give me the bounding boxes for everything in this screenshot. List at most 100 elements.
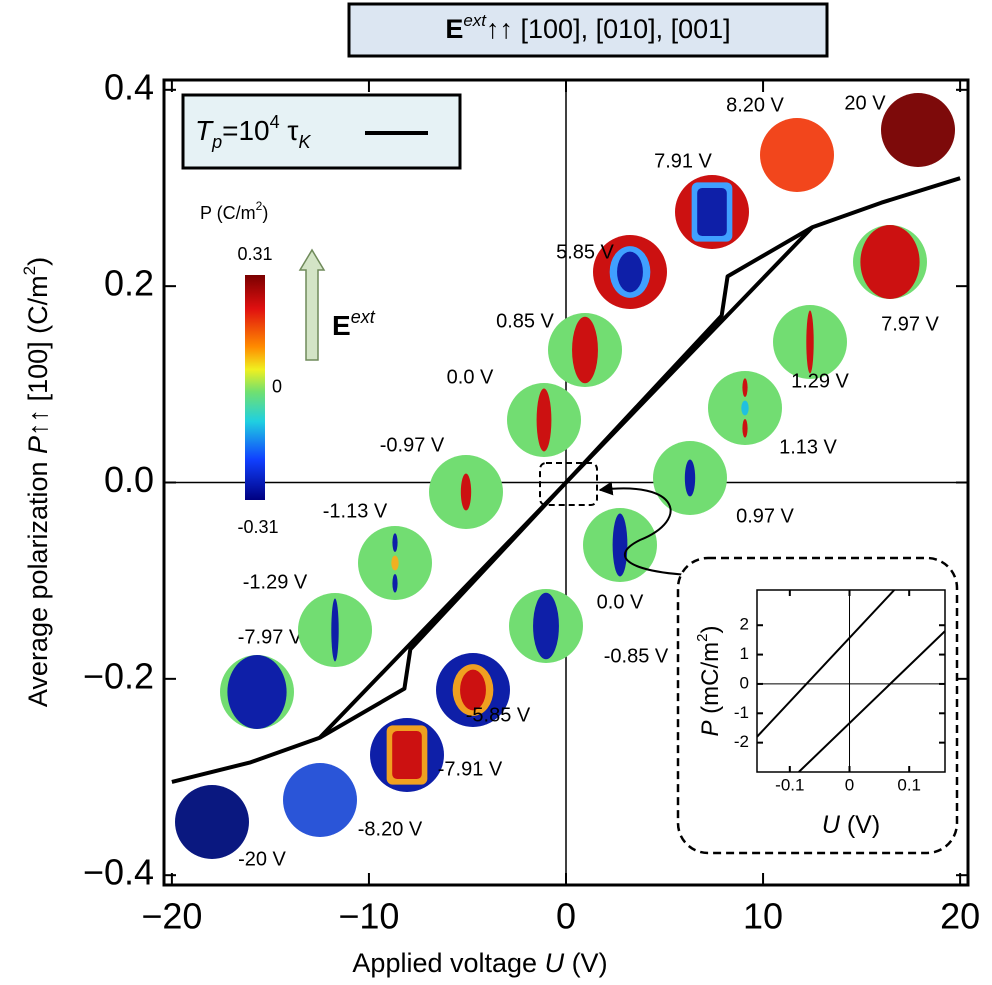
domain-core xyxy=(572,316,598,384)
domain-core xyxy=(392,730,422,780)
y-tick-label: 1 xyxy=(740,644,749,663)
legend-t: T xyxy=(195,115,214,146)
field-label: Eext xyxy=(332,307,376,342)
x-axis-label: Applied voltage U (V) xyxy=(352,948,607,978)
domain-snapshot xyxy=(881,93,955,167)
y-tick-label: 0 xyxy=(740,673,749,692)
domain-snapshot xyxy=(175,785,249,859)
y-tick-label: 0.4 xyxy=(104,66,154,107)
y-label-var: P xyxy=(23,436,53,454)
domain-core xyxy=(612,513,628,577)
domain-snapshot xyxy=(298,593,372,667)
data-line xyxy=(757,590,896,738)
domain-snapshot xyxy=(509,589,583,663)
domain-snapshot xyxy=(583,508,657,582)
domain-core xyxy=(806,310,814,374)
legend-sub: p xyxy=(211,132,222,152)
chart-title: Eext↑↑ [100], [010], [001] xyxy=(445,11,730,44)
field-sup: ext xyxy=(351,307,376,327)
x-tick-label: −20 xyxy=(141,896,202,937)
domain-snapshot xyxy=(220,655,294,729)
legend-eq: =10 xyxy=(222,115,270,146)
x-tick-label: −10 xyxy=(338,896,399,937)
colorbar-title-end: ) xyxy=(262,203,268,223)
zoom-region xyxy=(539,462,598,506)
domain-core xyxy=(860,225,920,299)
domain-core xyxy=(741,400,749,416)
main-plot: −20 −10 0 10 20−0.4−0.20.00.20.40.0 V0.85 V5… xyxy=(83,66,980,936)
y-tick-label: 2 xyxy=(740,615,749,634)
legend-box xyxy=(181,93,462,170)
x-tick-label: 0.1 xyxy=(897,775,921,794)
domain-snapshot xyxy=(429,455,503,529)
data-line xyxy=(318,225,814,740)
field-arrow xyxy=(298,248,326,361)
y-label-sup: 2 xyxy=(20,266,39,275)
inset-plot: -0.1 0 0.1 -2 -1 0 1 2 xyxy=(734,590,945,794)
y-tick-label: −0.4 xyxy=(83,852,154,893)
y-tick-label: -2 xyxy=(734,732,749,751)
domain-core xyxy=(536,388,552,452)
domain-snapshot xyxy=(593,235,667,309)
title-rest: ↑↑ [100], [010], [001] xyxy=(486,14,731,44)
domain-core xyxy=(533,592,559,660)
snapshot-label: -1.13 V xyxy=(323,500,388,522)
legend-tau: τ xyxy=(280,115,299,146)
x-tick-label: -0.1 xyxy=(775,775,804,794)
snapshot-label: -20 V xyxy=(238,848,286,870)
y-label-post: ↑↑ [100] (C/m xyxy=(23,275,53,436)
inset-y-sup: 2 xyxy=(694,633,711,641)
legend-label: Tp=104 τK xyxy=(195,112,311,152)
snapshot-label: 1.29 V xyxy=(791,370,849,392)
colorbar xyxy=(245,275,265,500)
y-tick-label: −0.2 xyxy=(83,655,154,696)
domain-disk xyxy=(881,93,955,167)
colorbar-title-sup: 2 xyxy=(256,199,263,213)
domain-core xyxy=(684,459,696,497)
domain-dot xyxy=(392,533,398,552)
snapshot-label: -1.29 V xyxy=(243,571,308,593)
y-tick-label: 0.2 xyxy=(104,263,154,304)
title-box xyxy=(347,2,829,58)
domain-disk xyxy=(760,118,834,192)
snapshot-label: 0.0 V xyxy=(597,591,644,613)
colorbar-title: P (C/m2) xyxy=(200,199,268,223)
domain-snapshot xyxy=(283,763,357,837)
x-label-var: U xyxy=(545,948,565,978)
domain-dot xyxy=(392,574,398,593)
domain-snapshot xyxy=(436,653,510,727)
colorbar-tick-label: 0.31 xyxy=(237,244,272,264)
x-tick-label: 0 xyxy=(556,896,576,937)
domain-snapshot xyxy=(653,441,727,515)
inset-y-label: P (mC/m2) xyxy=(694,625,724,736)
domain-snapshot xyxy=(708,371,782,445)
domain-dot xyxy=(742,419,748,438)
domain-snapshot xyxy=(358,526,432,600)
snapshot-label: -7.91 V xyxy=(438,758,503,780)
legend-sup: 4 xyxy=(270,112,280,132)
legend-tsub: K xyxy=(298,132,311,152)
domain-snapshot xyxy=(507,383,581,457)
x-label-post: (V) xyxy=(564,948,608,978)
domain-snapshot xyxy=(853,225,927,299)
inset-frame xyxy=(756,589,946,773)
title-e: E xyxy=(445,14,463,44)
snapshot-label: -7.97 V xyxy=(238,626,303,648)
domain-snapshot xyxy=(370,718,444,792)
domain-snapshot xyxy=(675,175,749,249)
snapshot-label: -0.85 V xyxy=(604,645,669,667)
inset-x-post: (V) xyxy=(840,811,880,839)
snapshot-label: 7.91 V xyxy=(654,150,712,172)
domain-snapshot xyxy=(773,305,847,379)
domain-core xyxy=(460,473,472,511)
snapshot-label: 0.97 V xyxy=(736,505,794,527)
y-label-pre: Average polarization xyxy=(23,454,53,707)
y-label-end: ) xyxy=(23,257,53,266)
x-tick-label: 20 xyxy=(940,896,980,937)
y-tick-label: -1 xyxy=(734,703,749,722)
snapshot-label: 0.85 V xyxy=(496,310,554,332)
x-tick-label: 0 xyxy=(845,775,854,794)
snapshot-label: -8.20 V xyxy=(358,818,423,840)
